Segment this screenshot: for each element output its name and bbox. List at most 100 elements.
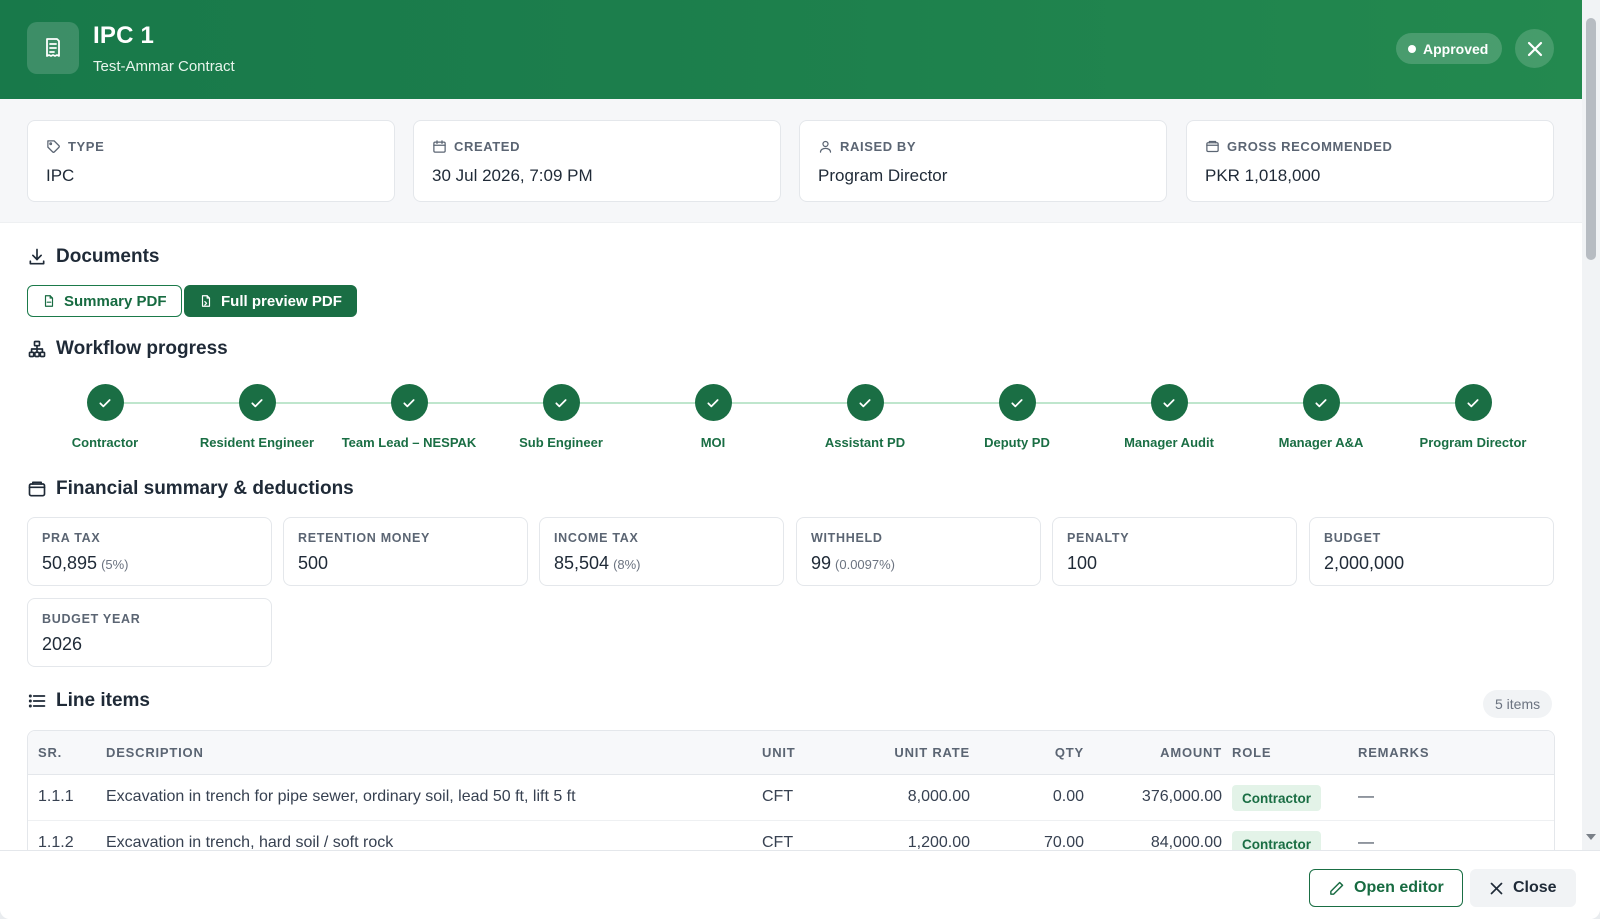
workflow-step: Deputy PD bbox=[942, 384, 1092, 450]
financial-card: BUDGET YEAR 2026 bbox=[27, 598, 272, 667]
financial-card: PRA TAX 50,895 (5%) bbox=[27, 517, 272, 586]
meta-value-gross: PKR 1,018,000 bbox=[1205, 166, 1321, 185]
cell-unit-rate: 8,000.00 bbox=[907, 788, 970, 805]
check-icon bbox=[998, 384, 1036, 421]
cell-qty: 0.00 bbox=[1052, 788, 1084, 805]
workflow-step: Team Lead – NESPAK bbox=[334, 384, 484, 450]
financial-percent: (5%) bbox=[101, 557, 129, 572]
close-icon bbox=[1490, 882, 1503, 894]
table-row[interactable]: 1.1.1 Excavation in trench for pipe sewe… bbox=[28, 775, 1554, 821]
scrollbar-thumb[interactable] bbox=[1586, 18, 1596, 260]
open-editor-button[interactable]: Open editor bbox=[1309, 869, 1463, 907]
workflow-step-label: Contractor bbox=[71, 435, 139, 450]
meta-label-raised-by: RAISED BY bbox=[840, 139, 917, 154]
list-icon bbox=[28, 694, 46, 708]
financial-value: 99 bbox=[811, 553, 832, 573]
table-header: SR. DESCRIPTION UNIT UNIT RATE QTY AMOUN… bbox=[28, 731, 1554, 775]
cell-amount: 376,000.00 bbox=[1141, 788, 1222, 805]
col-sr[interactable]: SR. bbox=[38, 745, 63, 760]
financial-section-title: Financial summary & deductions bbox=[27, 478, 354, 500]
financial-value: 100 bbox=[1067, 553, 1098, 573]
wallet-icon bbox=[1206, 140, 1219, 153]
workflow-step-label: Manager A&A bbox=[1278, 435, 1364, 450]
check-icon bbox=[1150, 384, 1188, 421]
modal-subtitle: Test-Ammar Contract bbox=[93, 58, 235, 75]
documents-section-title: Documents bbox=[27, 246, 159, 268]
workflow-step-label: Resident Engineer bbox=[199, 435, 315, 450]
financial-percent: (0.0097%) bbox=[835, 557, 896, 572]
meta-card-gross-recommended: GROSS RECOMMENDED PKR 1,018,000 bbox=[1186, 120, 1554, 202]
financial-label: BUDGET bbox=[1324, 531, 1381, 545]
cell-sr: 1.1.2 bbox=[38, 834, 74, 851]
financial-value: 2026 bbox=[42, 634, 83, 654]
meta-value-raised-by: Program Director bbox=[818, 166, 948, 185]
col-description[interactable]: DESCRIPTION bbox=[106, 745, 204, 760]
financial-card: WITHHELD 99 (0.0097%) bbox=[796, 517, 1041, 586]
scroll-down-arrow-icon[interactable] bbox=[1586, 834, 1596, 840]
full-preview-pdf-button[interactable]: Full preview PDF bbox=[184, 285, 357, 317]
col-role[interactable]: ROLE bbox=[1232, 745, 1272, 760]
receipt-icon bbox=[27, 22, 79, 74]
workflow-step: Program Director bbox=[1398, 384, 1548, 450]
workflow-step-label: Team Lead – NESPAK bbox=[341, 435, 477, 450]
download-icon bbox=[29, 248, 45, 265]
check-icon bbox=[846, 384, 884, 421]
calendar-icon bbox=[433, 140, 446, 153]
col-amount[interactable]: AMOUNT bbox=[1160, 745, 1222, 760]
financial-value: 50,895 bbox=[42, 553, 98, 573]
modal-header: IPC 1 Test-Ammar Contract Approved bbox=[0, 0, 1582, 99]
close-button[interactable]: Close bbox=[1470, 869, 1576, 907]
wallet-icon bbox=[28, 481, 46, 497]
workflow-step-label: Deputy PD bbox=[984, 435, 1050, 450]
cell-unit: CFT bbox=[762, 788, 794, 805]
cell-description: Excavation in trench for pipe sewer, ord… bbox=[106, 788, 576, 805]
meta-card-raised-by: RAISED BY Program Director bbox=[799, 120, 1167, 202]
pencil-icon bbox=[1330, 881, 1344, 895]
financial-label: WITHHELD bbox=[811, 531, 883, 545]
check-icon bbox=[1302, 384, 1340, 421]
workflow-step: MOI bbox=[638, 384, 788, 450]
cell-remarks: — bbox=[1358, 834, 1374, 851]
financial-label: PENALTY bbox=[1067, 531, 1130, 545]
close-icon bbox=[1527, 41, 1542, 56]
financial-label: BUDGET YEAR bbox=[42, 612, 141, 626]
financial-value: 2,000,000 bbox=[1324, 553, 1405, 573]
role-badge: Contractor bbox=[1232, 785, 1322, 811]
tag-icon bbox=[47, 140, 60, 153]
financial-label: INCOME TAX bbox=[554, 531, 639, 545]
meta-card-created: CREATED 30 Jul 2026, 7:09 PM bbox=[413, 120, 781, 202]
check-icon bbox=[1454, 384, 1492, 421]
financial-value: 500 bbox=[298, 553, 329, 573]
workflow-progress-line bbox=[105, 402, 1476, 404]
meta-value-type: IPC bbox=[46, 166, 75, 185]
workflow-icon bbox=[28, 340, 46, 358]
cell-unit: CFT bbox=[762, 834, 794, 851]
meta-label-created: CREATED bbox=[454, 139, 521, 154]
financial-percent: (8%) bbox=[613, 557, 641, 572]
workflow-step: Manager A&A bbox=[1246, 384, 1396, 450]
cell-description: Excavation in trench, hard soil / soft r… bbox=[106, 834, 394, 851]
col-unit-rate[interactable]: UNIT RATE bbox=[894, 745, 970, 760]
check-icon bbox=[694, 384, 732, 421]
header-close-button[interactable] bbox=[1515, 29, 1554, 68]
meta-label-gross: GROSS RECOMMENDED bbox=[1227, 139, 1393, 154]
workflow-step: Manager Audit bbox=[1094, 384, 1244, 450]
cell-sr: 1.1.1 bbox=[38, 788, 74, 805]
col-remarks[interactable]: REMARKS bbox=[1358, 745, 1430, 760]
financial-value: 85,504 bbox=[554, 553, 610, 573]
col-unit[interactable]: UNIT bbox=[762, 745, 796, 760]
cell-unit-rate: 1,200.00 bbox=[907, 834, 970, 851]
financial-card: BUDGET 2,000,000 bbox=[1309, 517, 1554, 586]
workflow-step: Contractor bbox=[30, 384, 180, 450]
summary-pdf-button[interactable]: Summary PDF bbox=[27, 285, 182, 317]
workflow-step: Sub Engineer bbox=[486, 384, 636, 450]
line-items-table: SR. DESCRIPTION UNIT UNIT RATE QTY AMOUN… bbox=[27, 730, 1555, 860]
financial-card: INCOME TAX 85,504 (8%) bbox=[539, 517, 784, 586]
col-qty[interactable]: QTY bbox=[1054, 745, 1084, 760]
check-icon bbox=[86, 384, 124, 421]
financial-card: PENALTY 100 bbox=[1052, 517, 1297, 586]
file-pdf-icon bbox=[44, 295, 54, 307]
line-items-section-title: Line items bbox=[27, 690, 150, 712]
financial-card: RETENTION MONEY 500 bbox=[283, 517, 528, 586]
